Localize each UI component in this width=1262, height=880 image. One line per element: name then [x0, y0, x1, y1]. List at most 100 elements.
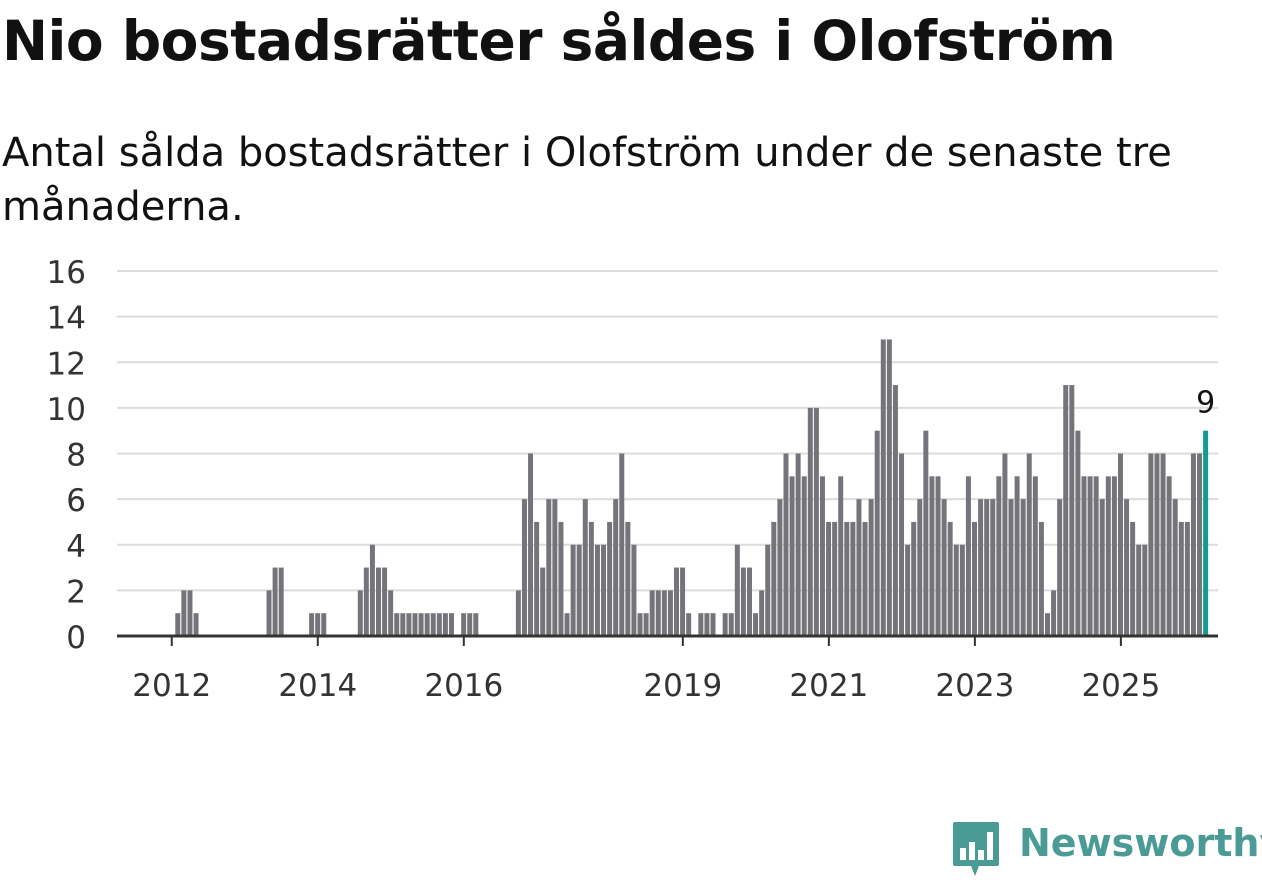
bar: [363, 567, 369, 636]
x-tick-label: 2021: [789, 668, 868, 700]
bar: [686, 613, 692, 636]
bar: [1142, 544, 1148, 636]
chart-title: Nio bostadsrätter såldes i Olofström: [2, 9, 1116, 73]
bar: [965, 476, 971, 636]
bar: [546, 499, 552, 637]
bar: [625, 521, 631, 636]
grid-lines: [117, 270, 1218, 592]
bar: [594, 544, 600, 636]
bar: [850, 521, 856, 636]
x-tick-label: 2023: [935, 668, 1014, 700]
bar: [911, 521, 917, 636]
bar: [698, 613, 704, 636]
bar: [619, 453, 625, 636]
bar: [394, 613, 400, 636]
bar: [801, 476, 807, 636]
bar: [990, 499, 996, 637]
bar: [777, 499, 783, 637]
bar: [795, 453, 801, 636]
bar: [570, 544, 576, 636]
bar: [266, 590, 272, 637]
bar: [959, 544, 965, 636]
bar: [1008, 499, 1014, 637]
bar: [540, 567, 546, 636]
bar: [892, 385, 898, 636]
bar: [1038, 521, 1044, 636]
bar: [1099, 499, 1105, 637]
bar: [564, 613, 570, 636]
bar: [418, 613, 424, 636]
bar: [753, 613, 759, 636]
y-axis-ticks: 0 2 4 6 8 10 12 14 16: [47, 255, 86, 656]
bar: [978, 499, 984, 637]
y-tick-label: 6: [66, 483, 86, 519]
bar: [321, 613, 327, 636]
bar: [1069, 385, 1075, 636]
bar: [473, 613, 479, 636]
x-tick-label: 2012: [132, 668, 211, 700]
bar: [935, 476, 941, 636]
bar: [1160, 453, 1166, 636]
bar: [613, 499, 619, 637]
bar: [826, 521, 832, 636]
bar: [905, 544, 911, 636]
bar: [947, 521, 953, 636]
bar: [728, 613, 734, 636]
bar: [929, 476, 935, 636]
bar: [923, 430, 929, 636]
bar: [534, 521, 540, 636]
bar: [734, 544, 740, 636]
bar: [1166, 476, 1172, 636]
bar: [376, 567, 381, 636]
x-axis-ticks: 2012 2014 2016 2019 2021 2023 2025: [132, 636, 1160, 700]
bar: [193, 613, 199, 636]
bar: [412, 613, 418, 636]
bar: [1057, 499, 1063, 637]
bar: [1178, 521, 1184, 636]
y-tick-label: 8: [66, 438, 86, 474]
bar: [175, 613, 181, 636]
bar: [315, 613, 321, 636]
y-tick-label: 2: [66, 574, 86, 610]
bar: [278, 567, 284, 636]
bar: [272, 567, 278, 636]
bar: [765, 544, 771, 636]
bar: [1002, 453, 1008, 636]
bar: [917, 499, 923, 637]
bar: [607, 521, 613, 636]
bar: [1105, 476, 1111, 636]
bar: [430, 613, 436, 636]
bar: [1154, 453, 1160, 636]
y-tick-label: 10: [47, 392, 86, 428]
bar: [181, 590, 187, 637]
bar: [448, 613, 454, 636]
bar: [467, 613, 473, 636]
bar: [886, 339, 892, 636]
bar: [357, 590, 363, 637]
x-tick-label: 2016: [424, 668, 503, 700]
bar: [759, 590, 765, 637]
highlight-value-label: 9: [1196, 386, 1215, 421]
newsworthy-bar-chart-icon: [953, 822, 999, 876]
bar: [789, 476, 795, 636]
bar: [844, 521, 850, 636]
bar: [552, 499, 558, 637]
bar: [740, 567, 746, 636]
bar: [588, 521, 594, 636]
bar: [856, 499, 862, 637]
y-tick-label: 4: [66, 529, 86, 565]
bar: [953, 544, 959, 636]
bar: [1117, 453, 1123, 636]
bar: [674, 567, 679, 636]
bar: [1184, 521, 1190, 636]
bar: [655, 590, 661, 637]
bar: [400, 613, 406, 636]
bar: [631, 544, 637, 636]
bar: [941, 499, 947, 637]
bar: [643, 613, 649, 636]
bar: [436, 613, 442, 636]
bar: [515, 590, 521, 637]
bar: [382, 567, 388, 636]
bar: [576, 544, 582, 636]
y-tick-label: 12: [47, 346, 86, 382]
